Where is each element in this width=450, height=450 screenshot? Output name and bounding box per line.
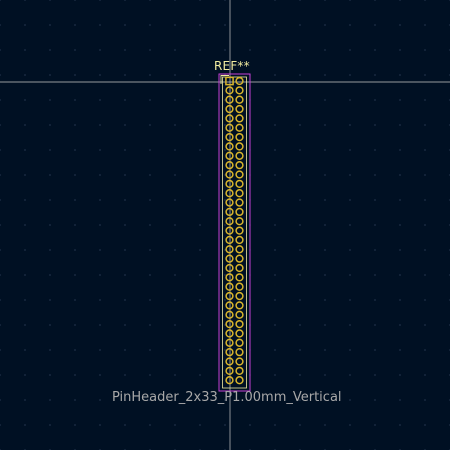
pad-19[interactable] xyxy=(225,161,234,170)
pad-64[interactable] xyxy=(235,366,244,376)
pad-2[interactable] xyxy=(235,76,244,86)
pad-56[interactable] xyxy=(235,329,244,338)
pad-20[interactable] xyxy=(235,161,244,170)
pad-6[interactable] xyxy=(235,95,244,104)
pad-34[interactable] xyxy=(235,226,244,235)
pad-36[interactable] xyxy=(235,235,244,245)
courtyard-outline xyxy=(218,73,251,392)
pad-29[interactable] xyxy=(225,207,234,217)
pad-48[interactable] xyxy=(235,291,244,301)
pad-62[interactable] xyxy=(235,357,244,366)
pad-11[interactable] xyxy=(225,123,234,132)
pad-51[interactable] xyxy=(225,310,234,319)
pad-31[interactable] xyxy=(225,217,234,226)
pad-17[interactable] xyxy=(225,151,234,160)
pad-47[interactable] xyxy=(225,291,234,301)
pad-58[interactable] xyxy=(235,338,244,347)
pad-3[interactable] xyxy=(225,86,234,95)
pad-50[interactable] xyxy=(235,301,244,310)
pad-40[interactable] xyxy=(235,254,244,263)
pad-53[interactable] xyxy=(225,319,234,329)
pad-61[interactable] xyxy=(225,357,234,366)
pad-54[interactable] xyxy=(235,319,244,329)
pad-4[interactable] xyxy=(235,86,244,95)
pad-24[interactable] xyxy=(235,179,244,189)
pad-7[interactable] xyxy=(225,104,234,114)
footprint-value-label[interactable]: PinHeader_2x33_P1.00mm_Vertical xyxy=(112,390,342,405)
pad-5[interactable] xyxy=(225,95,234,104)
pin1-marker xyxy=(220,75,229,84)
pad-49[interactable] xyxy=(225,301,234,310)
pad-45[interactable] xyxy=(225,282,234,291)
pad-65[interactable] xyxy=(225,376,234,385)
pad-9[interactable] xyxy=(225,114,234,123)
reference-designator[interactable]: REF** xyxy=(214,59,250,73)
pad-44[interactable] xyxy=(235,273,244,282)
pad-46[interactable] xyxy=(235,282,244,291)
pad-8[interactable] xyxy=(235,104,244,114)
pad-57[interactable] xyxy=(225,338,234,347)
pad-27[interactable] xyxy=(225,198,234,207)
pad-60[interactable] xyxy=(235,348,244,357)
pad-array xyxy=(225,76,244,385)
pad-42[interactable] xyxy=(235,263,244,273)
pad-12[interactable] xyxy=(235,123,244,132)
pad-52[interactable] xyxy=(235,310,244,319)
pad-16[interactable] xyxy=(235,142,244,151)
pad-59[interactable] xyxy=(225,348,234,357)
pad-28[interactable] xyxy=(235,198,244,207)
pad-30[interactable] xyxy=(235,207,244,217)
pad-21[interactable] xyxy=(225,170,234,179)
pad-37[interactable] xyxy=(225,245,234,254)
pad-25[interactable] xyxy=(225,189,234,198)
pad-43[interactable] xyxy=(225,273,234,282)
pad-35[interactable] xyxy=(225,235,234,245)
pad-1-square[interactable] xyxy=(225,76,234,86)
pad-15[interactable] xyxy=(225,142,234,151)
pad-33[interactable] xyxy=(225,226,234,235)
silkscreen-outline xyxy=(222,76,247,389)
pad-38[interactable] xyxy=(235,245,244,254)
pad-41[interactable] xyxy=(225,263,234,273)
pad-22[interactable] xyxy=(235,170,244,179)
pad-10[interactable] xyxy=(235,114,244,123)
pad-39[interactable] xyxy=(225,254,234,263)
pad-32[interactable] xyxy=(235,217,244,226)
pad-18[interactable] xyxy=(235,151,244,160)
pad-63[interactable] xyxy=(225,366,234,376)
pad-23[interactable] xyxy=(225,179,234,189)
pad-13[interactable] xyxy=(225,132,234,142)
pad-26[interactable] xyxy=(235,189,244,198)
pad-14[interactable] xyxy=(235,132,244,142)
pad-55[interactable] xyxy=(225,329,234,338)
pad-66[interactable] xyxy=(235,376,244,385)
